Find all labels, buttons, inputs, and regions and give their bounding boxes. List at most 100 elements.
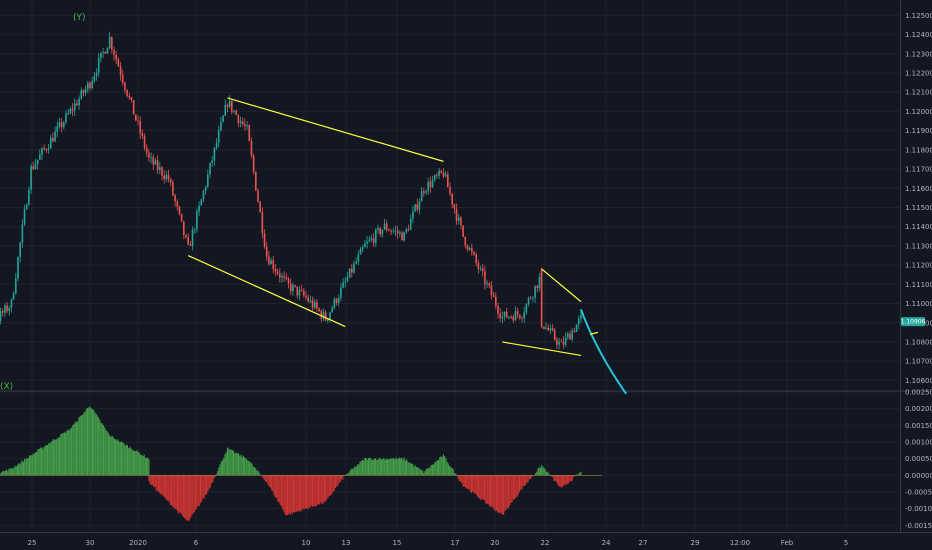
candle-body: [233, 110, 235, 112]
candle-body: [449, 187, 451, 194]
candle-body: [503, 311, 506, 317]
candle-body: [178, 206, 181, 214]
candle-body: [167, 174, 170, 180]
price-tick-label: 1.11000: [905, 300, 932, 308]
candle-body: [241, 121, 244, 125]
candle-body: [67, 113, 69, 115]
candle-body: [106, 47, 109, 54]
time-tick-label: 15: [393, 539, 402, 547]
candle-body: [117, 59, 120, 67]
time-tick-label: 27: [639, 539, 648, 547]
time-tick-label: 20: [491, 539, 500, 547]
candle-body: [423, 191, 425, 193]
candle-body: [28, 189, 30, 205]
candle-body: [401, 232, 403, 241]
candle-body: [259, 201, 261, 213]
candle-body: [281, 275, 283, 278]
candle-body: [575, 324, 578, 332]
candle-body: [56, 126, 59, 132]
candle-body: [202, 190, 205, 200]
candle-body: [296, 286, 299, 296]
candle-body: [333, 298, 336, 308]
price-tick-label: 1.11400: [905, 223, 932, 231]
candle-body: [279, 273, 281, 278]
wave-label-y: (Y): [73, 13, 86, 23]
indicator-tick-label: -0.00150: [905, 522, 932, 530]
candle-body: [231, 100, 233, 112]
candle-body: [414, 204, 416, 212]
candle-body: [475, 254, 477, 263]
candle-body: [19, 242, 21, 258]
candle-body: [551, 328, 554, 331]
candle-body: [577, 318, 580, 325]
candle-body: [460, 217, 462, 226]
candle-body: [453, 204, 456, 209]
candle-body: [209, 162, 211, 175]
candle-body: [560, 341, 563, 343]
candle-body: [327, 318, 329, 321]
candle-body: [4, 305, 6, 313]
candle-body: [471, 247, 473, 252]
candle-body: [145, 147, 148, 153]
candle-body: [261, 212, 264, 234]
candle-body: [405, 229, 408, 233]
candle-body: [128, 96, 131, 98]
trend-lines[interactable]: [187, 97, 599, 357]
candle-body: [49, 137, 52, 149]
candle-body: [137, 120, 139, 121]
candle-body: [529, 298, 532, 299]
time-tick-label: 25: [28, 539, 37, 547]
candle-body: [294, 285, 296, 287]
candle-body: [141, 133, 144, 136]
candle-body: [113, 49, 115, 55]
indicator-tick-label: 0.00050: [905, 455, 932, 463]
candle-body: [272, 260, 275, 269]
candle-body: [17, 257, 19, 279]
candle-body: [462, 225, 464, 237]
candle-body: [91, 81, 93, 89]
candle-body: [540, 269, 543, 327]
candle-body: [73, 103, 76, 111]
candle-body: [519, 314, 521, 318]
candle-body: [447, 174, 449, 188]
price-pane[interactable]: [0, 31, 628, 395]
candle-body: [69, 108, 72, 114]
candle-body: [32, 166, 35, 169]
price-tick-label: 1.11500: [905, 204, 932, 212]
indicator-pane[interactable]: [0, 406, 602, 522]
candle-body: [532, 297, 534, 299]
candle-body: [558, 341, 560, 345]
candle-body: [344, 280, 347, 283]
candle-body: [368, 239, 371, 242]
candle-body: [65, 113, 67, 123]
candle-body: [490, 285, 493, 296]
candle-body: [121, 75, 124, 83]
candle-body: [383, 223, 386, 230]
candle-body: [375, 229, 377, 243]
candle-body: [47, 148, 50, 150]
candle-body: [78, 98, 80, 106]
candle-body: [433, 175, 436, 181]
candle-body: [207, 174, 209, 187]
candle-body: [217, 130, 220, 143]
candle-body: [58, 122, 61, 127]
candle-body: [161, 167, 163, 176]
price-tick-label: 1.11800: [905, 146, 932, 154]
candle-body: [132, 99, 135, 115]
candle-body: [222, 115, 224, 122]
candle-body: [235, 110, 237, 115]
candle-body: [390, 230, 392, 232]
candle-body: [0, 311, 2, 321]
axes[interactable]: 1.12500 1.12400 1.12300 1.12200 1.12100 1.120…: [28, 12, 932, 547]
candle-body: [43, 148, 45, 150]
candle-body: [381, 229, 384, 235]
candle-body: [244, 124, 246, 127]
candle-body: [8, 307, 11, 312]
candle-body: [331, 307, 333, 313]
candle-body: [80, 90, 83, 99]
candle-body: [298, 289, 301, 296]
candle-body: [353, 263, 355, 273]
candle-body: [41, 148, 43, 155]
candle-body: [183, 221, 185, 236]
